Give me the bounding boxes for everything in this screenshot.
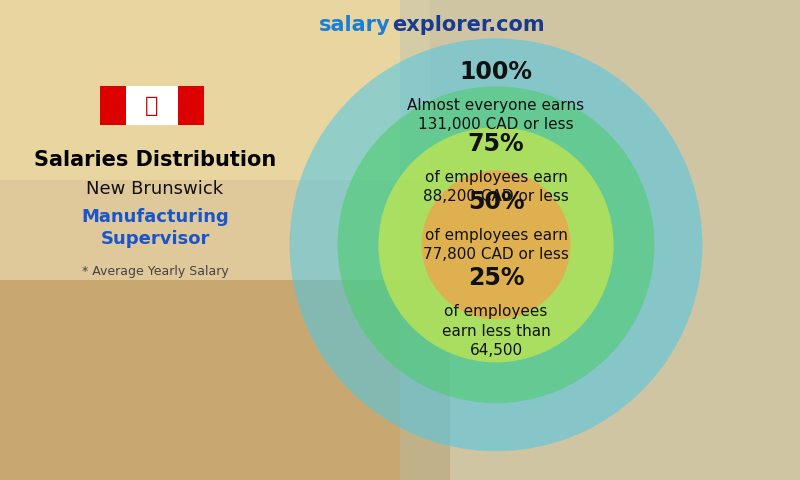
Text: explorer.com: explorer.com — [392, 15, 545, 35]
Text: 75%: 75% — [468, 132, 524, 156]
Text: of employees earn
77,800 CAD or less: of employees earn 77,800 CAD or less — [423, 228, 569, 262]
Bar — [0, 280, 450, 480]
Bar — [400, 0, 800, 480]
Text: Salaries Distribution: Salaries Distribution — [34, 150, 276, 170]
Text: 100%: 100% — [459, 60, 533, 84]
Text: of employees earn
88,200 CAD or less: of employees earn 88,200 CAD or less — [423, 170, 569, 204]
Bar — [100, 86, 126, 125]
Text: Almost everyone earns
131,000 CAD or less: Almost everyone earns 131,000 CAD or les… — [407, 98, 585, 132]
Text: salary: salary — [318, 15, 390, 35]
Circle shape — [290, 38, 702, 451]
Bar — [178, 86, 204, 125]
Bar — [0, 0, 430, 180]
Text: * Average Yearly Salary: * Average Yearly Salary — [82, 265, 228, 278]
Bar — [100, 86, 204, 125]
Text: 50%: 50% — [468, 190, 524, 214]
Text: New Brunswick: New Brunswick — [86, 180, 223, 198]
Text: of employees
earn less than
64,500: of employees earn less than 64,500 — [442, 304, 550, 358]
Circle shape — [338, 86, 654, 403]
Circle shape — [378, 127, 614, 362]
Text: 🍁: 🍁 — [146, 96, 158, 116]
Circle shape — [422, 170, 570, 319]
Text: Manufacturing
Supervisor: Manufacturing Supervisor — [81, 208, 229, 248]
Text: 25%: 25% — [468, 266, 524, 290]
